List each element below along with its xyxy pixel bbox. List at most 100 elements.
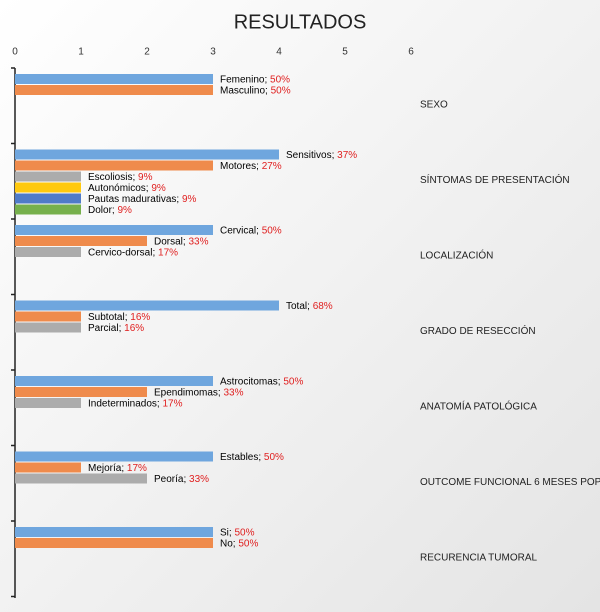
bar-value-label: 33% [189,474,209,485]
group-label: OUTCOME FUNCIONAL 6 MESES POP [420,477,600,488]
bar [15,311,81,322]
bar-label: Sensitivos; 37% [286,150,357,161]
bar [15,538,213,548]
bar-label: Parcial; 16% [88,323,144,334]
bar-value-label: 33% [223,387,243,398]
bar-value-label: 33% [188,236,208,247]
bar-label: Astrocitomas; 50% [220,376,303,387]
bar-name: Dolor; [88,205,115,216]
bar [15,387,147,397]
bar-name: Peoría; [154,474,186,485]
bar-value-label: 50% [262,225,282,236]
bar-name: Femenino; [220,74,267,85]
bar-label: Motores; 27% [220,161,282,172]
bar-name: Motores; [220,161,259,172]
bar [15,247,81,257]
bar-name: Autonómicos; [88,183,149,194]
bar [15,473,147,484]
group-label: GRADO DE RESECCIÓN [420,324,536,337]
bar-label: Indeterminados; 17% [88,398,183,409]
group-label: RECURENCIA TUMORAL [420,553,537,564]
x-tick-label: 3 [210,47,216,58]
bar-label: Estables; 50% [220,452,284,463]
group-label: LOCALIZACIÓN [420,249,493,262]
bar-name: Escoliosis; [88,172,135,183]
bar [15,225,213,235]
bar [15,300,279,311]
bar-label: Dolor; 9% [88,205,132,216]
bar-value-label: 50% [270,74,290,85]
group-label: SÍNTOMAS DE PRESENTACIÓN [420,173,570,186]
bar-label: Autonómicos; 9% [88,183,166,194]
bar-value-label: 37% [337,150,357,161]
bar-name: Indeterminados; [88,398,160,409]
bar-label: Femenino; 50% [220,74,290,85]
group-label: ANATOMÍA PATOLÓGICA [420,400,537,413]
bar-name: Si; [220,527,232,538]
bar [15,149,279,160]
bar [15,376,213,386]
bar-name: Astrocitomas; [220,376,281,387]
bar [15,236,147,246]
bar-label: Si; 50% [220,527,255,538]
x-tick-label: 5 [342,47,348,58]
bar-value-label: 9% [182,194,197,205]
bar-value-label: 50% [283,376,303,387]
bar-name: Mejoría; [88,463,124,474]
bar [15,462,81,473]
bar [15,322,81,333]
bar-value-label: 50% [238,538,258,549]
x-tick-label: 2 [144,47,150,58]
bar [15,451,213,462]
bar [15,527,213,537]
bar-value-label: 50% [234,527,254,538]
bar-name: Cervical; [220,225,259,236]
bar [15,74,213,84]
x-tick-label: 0 [12,47,18,58]
bar-label: Peoría; 33% [154,474,209,485]
x-tick-label: 1 [78,47,84,58]
bar-name: Sensitivos; [286,150,334,161]
bar-name: Subtotal; [88,312,127,323]
bar-value-label: 68% [313,301,333,312]
bar-label: Masculino; 50% [220,85,291,96]
bar-label: No; 50% [220,538,258,549]
x-tick-label: 6 [408,47,414,58]
x-tick-label: 4 [276,47,282,58]
bar-value-label: 17% [163,398,183,409]
bar-name: Dorsal; [154,236,186,247]
bar-label: Subtotal; 16% [88,312,150,323]
bar-value-label: 9% [138,172,153,183]
bar [15,160,213,171]
bar-label: Dorsal; 33% [154,236,209,247]
bar-value-label: 27% [262,161,282,172]
bar-value-label: 50% [271,85,291,96]
bar-label: Ependimomas; 33% [154,387,244,398]
chart-title: RESULTADOS [234,11,367,33]
bar-name: Ependimomas; [154,387,221,398]
bar-label: Escoliosis; 9% [88,172,153,183]
bar-value-label: 9% [117,205,132,216]
bar-value-label: 9% [151,183,166,194]
bar-label: Pautas madurativas; 9% [88,194,197,205]
bar-name: Cervico-dorsal; [88,247,155,258]
bar-value-label: 17% [158,247,178,258]
bar [15,398,81,408]
bar-label: Cervical; 50% [220,225,282,236]
bar [15,193,81,204]
bar-name: Pautas madurativas; [88,194,179,205]
group-label: SEXO [420,100,448,111]
bar-name: Estables; [220,452,261,463]
bar [15,85,213,95]
bar-name: Parcial; [88,323,121,334]
bar-label: Total; 68% [286,301,333,312]
bar-value-label: 16% [130,312,150,323]
bar-value-label: 17% [127,463,147,474]
bar [15,204,81,215]
bar [15,171,81,182]
bar-label: Mejoría; 17% [88,463,147,474]
bar-name: No; [220,538,236,549]
bar [15,182,81,193]
bar-value-label: 16% [124,323,144,334]
